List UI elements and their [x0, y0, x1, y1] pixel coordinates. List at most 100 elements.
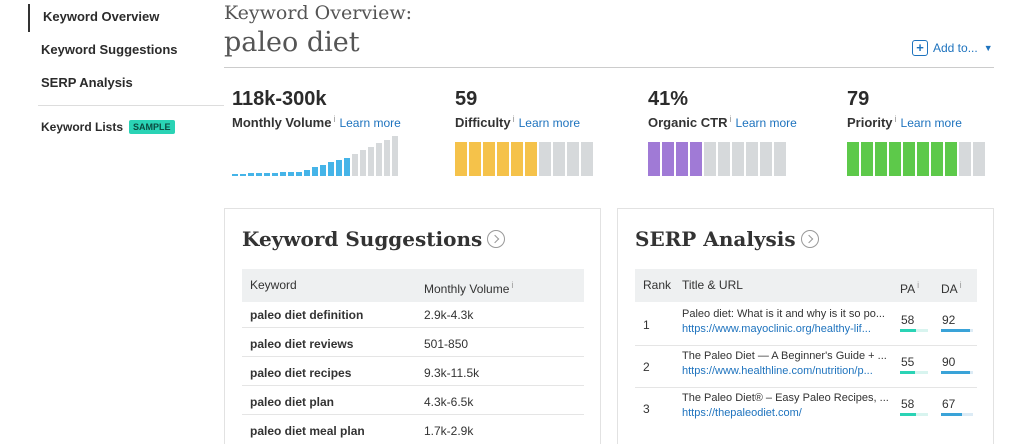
- volume-bar: [312, 167, 318, 176]
- info-icon[interactable]: i: [917, 280, 920, 290]
- sidebar-item-keyword-overview[interactable]: Keyword Overview: [28, 4, 159, 32]
- volume-bar: [272, 172, 278, 176]
- table-row[interactable]: paleo diet recipes 9.3k-11.5k: [242, 366, 584, 390]
- metric-value: 41%: [648, 88, 689, 110]
- score-segment: [917, 142, 929, 176]
- score-segment: [718, 142, 730, 176]
- result-title: The Paleo Diet — A Beginner's Guide + ..…: [682, 350, 887, 362]
- keyword-lists-label: Keyword Lists: [41, 120, 124, 134]
- column-header-rank[interactable]: Rank: [643, 278, 672, 292]
- priority-score-bar: [847, 142, 985, 176]
- column-header-title-url[interactable]: Title & URL: [682, 278, 743, 292]
- info-icon[interactable]: i: [333, 114, 336, 124]
- volume-bar: [352, 154, 358, 176]
- volume-bar: [288, 171, 294, 176]
- metric-label: Organic CTR: [648, 115, 728, 130]
- volume-bar: [384, 139, 390, 176]
- info-icon[interactable]: i: [959, 280, 962, 290]
- add-to-button[interactable]: + Add to... ▼: [912, 40, 993, 56]
- keyword-suggestions-title: Keyword Suggestions: [242, 227, 483, 251]
- learn-more-link[interactable]: Learn more: [735, 116, 797, 130]
- learn-more-link[interactable]: Learn more: [900, 116, 962, 130]
- volume-bar: [256, 173, 262, 176]
- column-header-monthly-volume[interactable]: Monthly Volume i: [424, 269, 517, 306]
- table-row: 3 The Paleo Diet® – Easy Paleo Recipes, …: [635, 392, 977, 428]
- info-icon[interactable]: i: [511, 280, 514, 290]
- score-segment: [903, 142, 915, 176]
- column-header-da-label: DA: [941, 282, 958, 296]
- table-row[interactable]: paleo diet definition 2.9k-4.3k: [242, 308, 584, 332]
- table-header: Rank Title & URL PA i DA i: [635, 269, 977, 302]
- volume-bar: [264, 172, 270, 176]
- pa-value: 58: [901, 313, 915, 327]
- volume-bar: [240, 173, 246, 176]
- score-segment: [959, 142, 971, 176]
- info-icon[interactable]: i: [512, 114, 515, 124]
- score-segment: [704, 142, 716, 176]
- result-url-link[interactable]: https://www.mayoclinic.org/healthy-lif..…: [682, 323, 871, 335]
- sidebar-item-keyword-lists[interactable]: Keyword Lists SAMPLE: [41, 120, 175, 134]
- volume-bar: [320, 164, 326, 176]
- table-row[interactable]: paleo diet reviews 501-850: [242, 337, 584, 361]
- card-title: Keyword Suggestions: [242, 227, 506, 251]
- sidebar-divider: [38, 105, 224, 106]
- keyword-cell[interactable]: paleo diet recipes: [250, 366, 352, 380]
- pa-bar-fill: [900, 371, 916, 374]
- title-url-cell: The Paleo Diet — A Beginner's Guide + ..…: [682, 350, 887, 377]
- row-divider: [635, 387, 977, 388]
- info-icon[interactable]: i: [729, 114, 732, 124]
- score-segment: [889, 142, 901, 176]
- sidebar-item-serp-analysis[interactable]: SERP Analysis: [41, 75, 133, 90]
- score-segment: [581, 142, 593, 176]
- result-url-link[interactable]: https://www.healthline.com/nutrition/p..…: [682, 365, 873, 377]
- volume-bar: [344, 157, 350, 176]
- volume-bar: [376, 143, 382, 176]
- table-row[interactable]: paleo diet plan 4.3k-6.5k: [242, 395, 584, 419]
- learn-more-link[interactable]: Learn more: [339, 116, 401, 130]
- arrow-right-icon[interactable]: [487, 230, 506, 248]
- rank-cell: 2: [643, 360, 650, 374]
- table-row: 2 The Paleo Diet — A Beginner's Guide + …: [635, 350, 977, 386]
- volume-bar: [328, 162, 334, 176]
- page-subtitle: Keyword Overview:: [224, 2, 413, 24]
- keyword-cell[interactable]: paleo diet definition: [250, 308, 364, 322]
- da-value: 92: [942, 313, 956, 327]
- learn-more-link[interactable]: Learn more: [518, 116, 580, 130]
- table-row: 1 Paleo diet: What is it and why is it s…: [635, 308, 977, 344]
- serp-analysis-title: SERP Analysis: [635, 227, 796, 251]
- table-header: Keyword Monthly Volume i: [242, 269, 584, 302]
- da-bar: [941, 371, 973, 374]
- row-divider: [242, 327, 584, 328]
- volume-cell: 501-850: [424, 337, 469, 351]
- serp-analysis-card: SERP Analysis Rank Title & URL PA i DA i 1…: [617, 208, 994, 444]
- keyword-cell[interactable]: paleo diet meal plan: [250, 424, 365, 438]
- score-segment: [525, 142, 537, 176]
- column-header-pa[interactable]: PA i: [900, 269, 923, 306]
- metric-value: 79: [847, 88, 870, 110]
- da-value: 90: [942, 355, 956, 369]
- info-icon[interactable]: i: [894, 114, 897, 124]
- column-header-da[interactable]: DA i: [941, 269, 966, 306]
- score-segment: [662, 142, 674, 176]
- result-url-link[interactable]: https://thepaleodiet.com/: [682, 407, 802, 419]
- metric-organic-ctr: 41% Organic CTR i Learn more: [648, 88, 797, 130]
- title-url-cell: The Paleo Diet® – Easy Paleo Recipes, ..…: [682, 392, 889, 419]
- caret-down-icon: ▼: [983, 43, 993, 53]
- score-segment: [676, 142, 688, 176]
- sidebar-item-keyword-suggestions[interactable]: Keyword Suggestions: [41, 42, 178, 57]
- score-segment: [511, 142, 523, 176]
- sample-badge: SAMPLE: [129, 120, 175, 134]
- score-segment: [760, 142, 772, 176]
- score-segment: [847, 142, 859, 176]
- column-header-keyword[interactable]: Keyword: [250, 278, 297, 292]
- volume-cell: 9.3k-11.5k: [424, 366, 480, 380]
- table-row[interactable]: paleo diet meal plan 1.7k-2.9k: [242, 424, 584, 444]
- rank-cell: 3: [643, 402, 650, 416]
- volume-bar: [360, 150, 366, 176]
- volume-bar: [336, 160, 342, 176]
- volume-bar: [296, 172, 302, 176]
- page-title: paleo diet: [224, 27, 360, 58]
- keyword-cell[interactable]: paleo diet plan: [250, 395, 335, 409]
- keyword-cell[interactable]: paleo diet reviews: [250, 337, 354, 351]
- arrow-right-icon[interactable]: [800, 230, 819, 248]
